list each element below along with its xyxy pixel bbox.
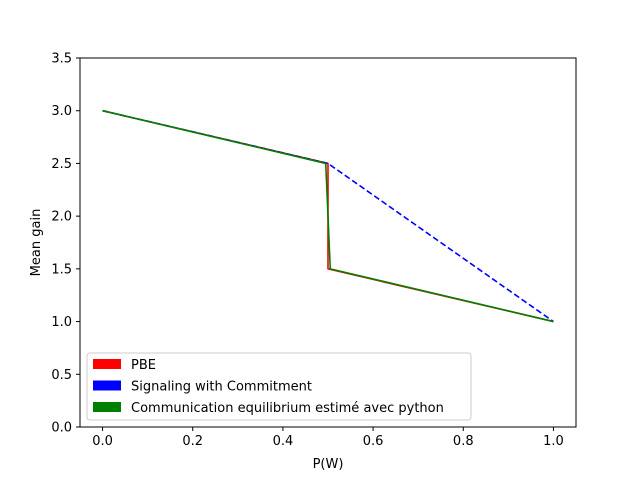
- plot-frame: [79, 57, 577, 428]
- y-tick-label: 3.5: [51, 52, 72, 67]
- legend: PBE Signaling with Commitment Communicatio…: [86, 352, 472, 421]
- legend-swatch-2: [93, 402, 121, 412]
- x-axis-label: P(W): [313, 457, 344, 472]
- x-tick-label: 0.2: [182, 434, 203, 449]
- x-tick-label: 0.8: [453, 434, 474, 449]
- y-axis-label: Mean gain: [29, 209, 44, 277]
- x-tick-label: 1.0: [543, 434, 564, 449]
- legend-box: [86, 352, 472, 421]
- y-tick-label: 2.0: [51, 210, 72, 225]
- y-tick-label: 3.0: [51, 104, 72, 119]
- legend-label-2: Communication equilibrium estimé avec py…: [131, 401, 444, 416]
- legend-swatch-1: [93, 380, 121, 391]
- series-line-2: [102, 109, 554, 323]
- y-tick-label: 2.5: [51, 157, 72, 172]
- series-layer: [102, 109, 554, 323]
- x-axis-ticks: 0.0 0.2 0.4 0.6 0.8 1.0: [92, 427, 564, 449]
- legend-label-1: Signaling with Commitment: [131, 380, 312, 395]
- y-axis-ticks: 0.0 0.5 1.0 1.5 2.0 2.5 3.0 3.5: [51, 52, 80, 436]
- legend-label-0: PBE: [131, 358, 156, 373]
- x-tick-label: 0.4: [273, 434, 294, 449]
- y-tick-label: 0.0: [51, 421, 72, 436]
- x-tick-label: 0.0: [92, 434, 113, 449]
- y-tick-label: 1.0: [51, 315, 72, 330]
- y-tick-label: 1.5: [51, 262, 72, 277]
- y-tick-label: 0.5: [51, 368, 72, 383]
- x-tick-label: 0.6: [363, 434, 384, 449]
- legend-swatch-0: [93, 359, 121, 369]
